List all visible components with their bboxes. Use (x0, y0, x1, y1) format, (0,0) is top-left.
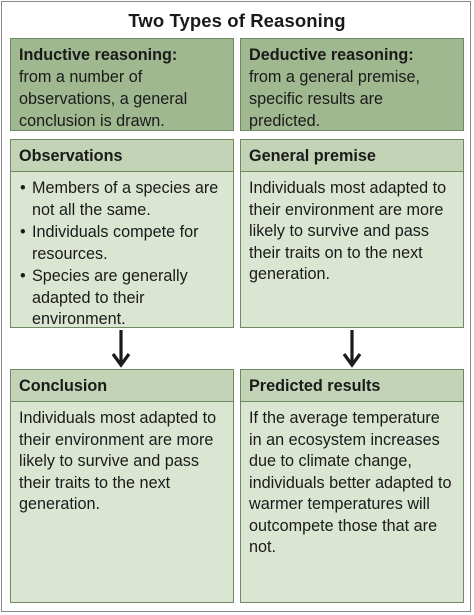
observations-list: Members of a species are not all the sam… (19, 178, 225, 331)
observations-heading: Observations (19, 147, 123, 165)
observation-item: Members of a species are not all the sam… (19, 178, 225, 221)
conclusion-heading: Conclusion (19, 377, 108, 395)
premise-header: General premise (240, 139, 464, 172)
premise-heading: General premise (249, 147, 376, 165)
deductive-definition-box: Deductive reasoning: from a general prem… (240, 38, 464, 131)
observation-item: Species are generally adapted to their e… (19, 266, 225, 331)
inductive-definition: from a number of observations, a general… (19, 68, 188, 130)
conclusion-text: Individuals most adapted to their enviro… (19, 409, 217, 513)
results-header: Predicted results (240, 369, 464, 402)
results-text: If the average temperature in an ecosyst… (249, 409, 452, 556)
observations-header: Observations (10, 139, 234, 172)
premise-body: Individuals most adapted to their enviro… (240, 171, 464, 328)
observations-body: Members of a species are not all the sam… (10, 171, 234, 328)
arrow-down-right (342, 330, 362, 368)
observation-item: Individuals compete for resources. (19, 222, 225, 265)
arrow-down-left (111, 330, 131, 368)
deductive-definition: from a general premise, specific results… (249, 68, 420, 130)
diagram-title: Two Types of Reasoning (128, 10, 346, 31)
conclusion-body: Individuals most adapted to their enviro… (10, 401, 234, 603)
premise-text: Individuals most adapted to their enviro… (249, 179, 447, 283)
results-body: If the average temperature in an ecosyst… (240, 401, 464, 603)
inductive-heading: Inductive reasoning: (19, 46, 178, 64)
inductive-definition-box: Inductive reasoning: from a number of ob… (10, 38, 234, 131)
deductive-heading: Deductive reasoning: (249, 46, 414, 64)
results-heading: Predicted results (249, 377, 381, 395)
conclusion-header: Conclusion (10, 369, 234, 402)
